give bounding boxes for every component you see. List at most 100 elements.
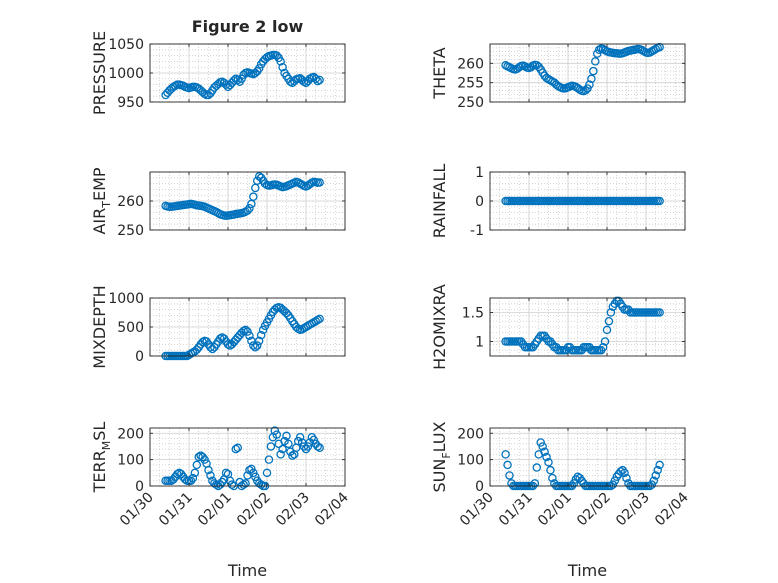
data-point — [548, 473, 557, 483]
data-point — [649, 476, 659, 485]
y-tick-label: 0 — [475, 194, 484, 210]
x-tick-label: 01/31 — [156, 490, 196, 530]
data-point — [278, 444, 287, 454]
data-point — [600, 337, 610, 346]
x-tick-label: 02/02 — [234, 490, 274, 530]
data-point — [309, 435, 319, 445]
data-point — [503, 460, 512, 470]
data-point — [581, 86, 590, 95]
x-axis-label: Time — [227, 561, 267, 580]
data-point — [241, 325, 250, 335]
y-axis-label: RAINFALL — [430, 164, 449, 239]
y-tick-label: 260 — [117, 194, 144, 210]
data-point — [252, 341, 262, 350]
y-tick-label: 100 — [117, 453, 144, 469]
y-axis-label: AIRTEMP — [90, 167, 113, 234]
data-point — [622, 473, 631, 483]
data-point — [655, 308, 664, 317]
data-point — [243, 206, 252, 215]
data-point — [536, 438, 545, 447]
data-point — [251, 472, 260, 482]
y-axis-label: THETA — [430, 47, 449, 99]
axes-box — [489, 297, 686, 357]
data-point — [311, 74, 320, 84]
data-point — [256, 330, 266, 340]
data-point — [237, 74, 246, 84]
data-point — [315, 75, 324, 85]
data-point — [540, 447, 549, 456]
data-point — [204, 465, 213, 475]
x-tick-label: 01/30 — [457, 490, 497, 530]
data-point — [239, 480, 248, 489]
y-tick-label: 260 — [457, 56, 484, 72]
data-point — [546, 465, 555, 475]
data-point — [620, 468, 629, 478]
data-point — [221, 80, 231, 89]
y-tick-label: 1 — [475, 165, 484, 181]
series-markers — [501, 196, 664, 206]
y-tick-label: 1050 — [108, 37, 144, 53]
x-tick-label: 02/01 — [195, 490, 235, 530]
data-point — [532, 463, 542, 472]
x-tick-label: 02/04 — [652, 489, 692, 529]
data-point — [295, 432, 305, 442]
data-point — [608, 480, 618, 489]
data-point — [313, 442, 322, 451]
data-point — [278, 62, 287, 72]
subplot-sun_flux: 0 100 200 01/30 01/31 02/01 02/02 02/03 02/04 Tim… — [430, 421, 692, 580]
data-point — [249, 341, 258, 350]
data-point — [262, 468, 272, 478]
data-point — [272, 430, 281, 439]
data-point — [282, 431, 291, 441]
data-point — [188, 473, 198, 483]
data-point — [616, 467, 625, 476]
data-point — [254, 64, 264, 73]
data-point — [587, 74, 596, 84]
x-tick-label: 01/31 — [496, 490, 536, 530]
data-point — [653, 465, 662, 475]
data-point — [655, 460, 664, 470]
data-point — [589, 66, 598, 76]
y-axis-label: SUNFLUX — [430, 421, 453, 492]
data-point — [651, 471, 661, 480]
data-point — [233, 443, 242, 453]
axes-box — [149, 427, 346, 487]
data-point — [270, 426, 280, 435]
y-tick-label: 100 — [457, 453, 484, 469]
data-point — [272, 51, 281, 60]
data-point — [606, 308, 616, 317]
series-markers — [501, 296, 664, 355]
data-point — [598, 343, 608, 352]
series-markers — [161, 50, 324, 100]
series-markers — [501, 42, 664, 96]
y-tick-label: 250 — [117, 223, 144, 239]
y-tick-label: 255 — [457, 76, 484, 92]
data-point — [610, 476, 620, 485]
data-point — [303, 442, 313, 451]
data-point — [544, 458, 553, 467]
y-tick-label: 200 — [457, 426, 484, 442]
data-point — [276, 450, 285, 459]
y-tick-label: 0 — [135, 349, 144, 365]
data-point — [231, 444, 241, 454]
y-tick-label: 0 — [135, 479, 144, 495]
y-tick-label: 1 — [475, 335, 484, 351]
y-tick-label: 0 — [475, 479, 484, 495]
data-point — [542, 452, 551, 462]
x-tick-label: 02/03 — [273, 490, 313, 530]
subplot-h2omixra: 1 1.5 H2OMIXRA — [430, 284, 686, 370]
y-axis-label: TERRMSL — [90, 422, 113, 494]
data-point — [229, 76, 239, 85]
data-point — [501, 450, 510, 459]
data-point — [241, 479, 250, 488]
y-axis-label: PRESSURE — [90, 31, 109, 115]
x-tick-label: 02/03 — [613, 490, 653, 530]
y-tick-label: 200 — [117, 426, 144, 442]
x-tick-label: 02/04 — [312, 489, 352, 529]
data-point — [206, 471, 215, 480]
y-axis-label: H2OMIXRA — [430, 284, 449, 370]
x-tick-label: 02/01 — [535, 490, 575, 530]
